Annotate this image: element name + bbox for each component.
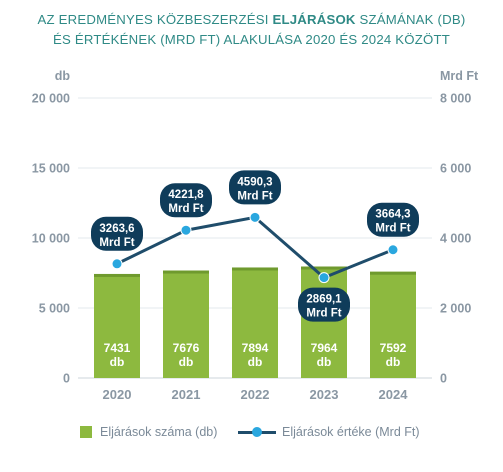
value-callout [160,183,212,218]
value-callout [91,216,143,251]
right-axis-label: Mrd Ft [440,69,479,83]
bar [370,271,416,378]
bar-unit-label: db [248,355,263,369]
left-axis-label: db [55,69,71,83]
line-value-label: 4590,3 [237,176,272,188]
legend-bar-label: Eljárások száma (db) [100,425,218,439]
left-tick-label: 20 000 [32,92,70,106]
bar-value-label: 7431 [104,341,131,355]
bar-unit-label: db [386,355,401,369]
legend-line-label: Eljárások értéke (Mrd Ft) [282,425,420,439]
bar-top-edge [301,266,347,270]
combo-chart: db Mrd Ft 0 0 5 000 2 000 10 000 4 000 15 000 6 0… [32,69,479,402]
line-point [111,258,123,270]
legend-line-swatch [238,426,276,438]
legend-item-bars: Eljárások száma (db) [80,425,217,439]
right-tick-label: 4 000 [440,232,471,246]
x-tick-label: 2021 [172,387,201,402]
legend-item-line: Eljárások értéke (Mrd Ft) [238,425,420,439]
bar-unit-label: db [317,355,332,369]
bar-top-edge [232,267,278,271]
chart-title-line-1: AZ EREDMÉNYES KÖZBESZERZÉSI ELJÁRÁSOK SZ… [0,10,503,30]
line-value-label: 3263,6 [99,223,134,235]
title-part-2: SZÁMÁNAK (DB) [355,12,466,27]
bar-value-label: 7894 [242,341,269,355]
bar [163,270,209,378]
bar-top-edge [94,273,140,277]
chart-title-line-2: ÉS ÉRTÉKÉNEK (MRD FT) ALAKULÁSA 2020 ÉS … [53,32,450,47]
right-tick-label: 0 [440,372,447,386]
left-tick-label: 5 000 [39,302,70,316]
right-tick-label: 8 000 [440,92,471,106]
line-unit-label: Mrd Ft [237,190,272,202]
bar [232,267,278,378]
title-part-1: AZ EREDMÉNYES KÖZBESZERZÉSI [37,12,273,27]
line-value-label: 3664,3 [375,209,410,221]
line-point [387,244,399,256]
line-unit-label: Mrd Ft [375,223,410,235]
chart-title: AZ EREDMÉNYES KÖZBESZERZÉSI ELJÁRÁSOK SZ… [0,10,503,50]
right-tick-label: 2 000 [440,302,471,316]
x-tick-label: 2024 [379,387,409,402]
line-point [180,224,192,236]
line-value-label: 2869,1 [306,294,342,306]
bar-top-edge [370,271,416,275]
line-point [249,211,261,223]
legend: Eljárások száma (db) Eljárások értéke (M… [0,425,503,445]
legend-bar-swatch [80,426,92,438]
left-tick-label: 10 000 [32,232,70,246]
line-point [318,272,330,284]
value-callout [229,170,281,205]
legend-line-marker [252,427,262,437]
value-callout [298,287,350,322]
line-value-label: 4221,8 [168,189,204,201]
bar-value-label: 7964 [311,341,338,355]
bar [301,266,347,378]
bar-value-label: 7676 [173,341,200,355]
title-bold-part: ELJÁRÁSOK [272,12,356,27]
x-tick-label: 2023 [310,387,339,402]
left-tick-label: 15 000 [32,162,70,176]
value-callout [367,202,419,237]
bar-value-label: 7592 [380,341,407,355]
line-unit-label: Mrd Ft [168,203,203,215]
bar [94,273,140,378]
left-tick-label: 0 [63,372,70,386]
line-unit-label: Mrd Ft [99,237,134,249]
right-tick-label: 6 000 [440,162,471,176]
x-tick-label: 2022 [241,387,270,402]
bar-top-edge [163,270,209,274]
bar-unit-label: db [110,355,125,369]
bar-unit-label: db [179,355,194,369]
line-unit-label: Mrd Ft [306,308,341,320]
x-tick-label: 2020 [103,387,132,402]
